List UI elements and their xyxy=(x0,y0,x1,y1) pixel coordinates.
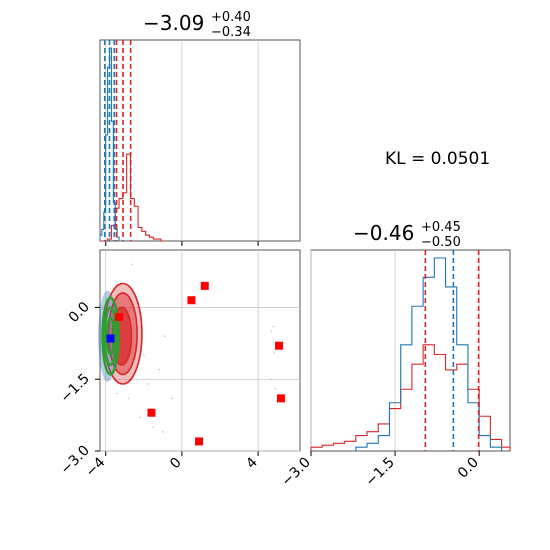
scatter-red-point-7 xyxy=(139,416,141,419)
scatter-outlier-point-1 xyxy=(270,330,273,333)
param2-x-tick-label-2: 0.0 xyxy=(455,455,482,482)
param1-title-plus: +0.40 xyxy=(211,10,251,25)
scatter-red-square-6 xyxy=(195,437,204,446)
param2-x-tick-label-1: −1.5 xyxy=(363,455,398,490)
scatter-red-point-11 xyxy=(116,392,119,395)
param1-red-histogram xyxy=(100,153,165,242)
scatter-red-square-4 xyxy=(276,394,285,403)
param2-title-plus: +0.45 xyxy=(421,220,461,235)
scatter-outlier-point-3 xyxy=(270,378,273,381)
param1-title-value: −3.09 xyxy=(143,11,204,35)
scatter-outlier-point-2 xyxy=(274,387,277,390)
scatter-red-square-0 xyxy=(115,313,124,321)
scatter-red-square-3 xyxy=(275,341,284,350)
param2-axes-frame xyxy=(310,249,511,452)
param1-histogram-panel: −3.09 +0.40 −0.34 xyxy=(99,10,301,246)
param1-title-minus: −0.34 xyxy=(211,25,251,40)
param1-axes-frame xyxy=(99,39,301,242)
joint-scatter-panel: −4 0 40.0−1.5−3.0 xyxy=(57,249,301,480)
scatter-red-square-5 xyxy=(147,408,156,417)
scatter-red-point-3 xyxy=(127,397,130,400)
scatter-x-tick-label-1: 0 xyxy=(167,455,185,473)
scatter-outlier-point-0 xyxy=(272,325,275,328)
scatter-outlier-point-4 xyxy=(273,351,276,354)
scatter-x-tick-label-2: 4 xyxy=(243,454,261,472)
scatter-red-point-8 xyxy=(131,263,134,266)
kl-divergence-label: KL = 0.0501 xyxy=(385,149,490,169)
scatter-green-contour-1 xyxy=(103,306,118,367)
param2-title-value: −0.46 xyxy=(353,221,414,245)
param2-x-tick-label-0: −3.0 xyxy=(278,455,313,490)
scatter-red-square-2 xyxy=(200,281,209,290)
scatter-red-point-10 xyxy=(161,430,164,433)
scatter-red-point-5 xyxy=(158,368,160,371)
scatter-blue-square xyxy=(106,334,115,343)
scatter-red-point-9 xyxy=(171,397,174,400)
param2-histogram-panel: −0.46 +0.45 −0.50 −3.0 −1.5 0.0 xyxy=(278,220,511,490)
scatter-red-point-4 xyxy=(152,426,155,428)
scatter-red-point-2 xyxy=(146,383,149,385)
scatter-green-contour-0 xyxy=(101,296,120,376)
scatter-red-point-6 xyxy=(163,335,166,338)
param1-blue-histogram xyxy=(99,47,121,242)
scatter-red-square-1 xyxy=(187,296,196,305)
scatter-y-tick-label-1: −1.5 xyxy=(57,371,92,406)
param2-blue-histogram xyxy=(355,257,503,451)
param2-title-minus: −0.50 xyxy=(421,235,461,250)
scatter-red-point-1 xyxy=(142,354,145,357)
scatter-y-tick-label-0: 0.0 xyxy=(66,299,93,326)
